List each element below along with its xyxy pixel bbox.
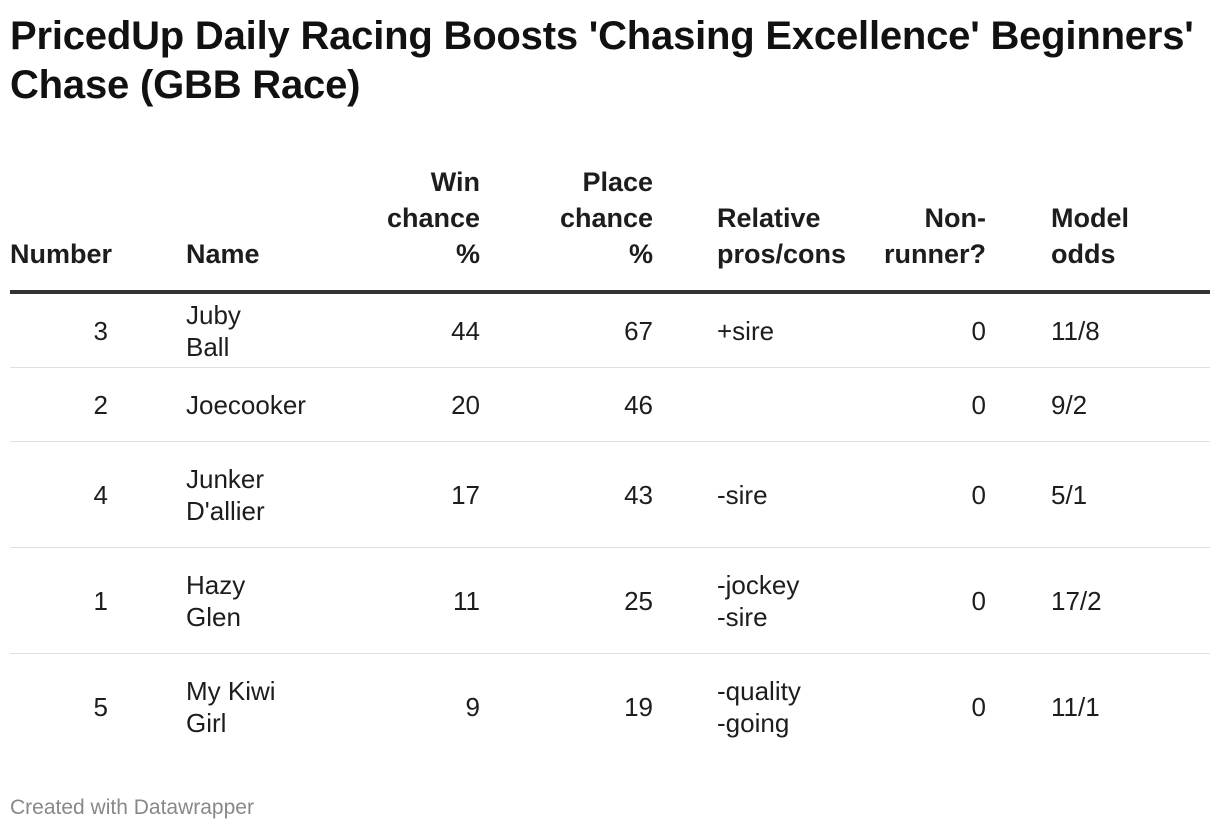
header-row: Number Name Win chance % Place chance % …	[10, 164, 1210, 294]
cell-win-chance: 44	[290, 292, 489, 368]
cell-pros-cons: -jockey -sire	[662, 547, 836, 654]
table-row: 1 Hazy Glen 11 25 -jockey -sire 0 17/2	[10, 547, 1210, 654]
cell-place-chance: 43	[489, 441, 662, 548]
header-number[interactable]: Number	[10, 164, 114, 294]
table-row: 2 Joecooker 20 46 0 9/2	[10, 367, 1210, 442]
page-title: PricedUp Daily Racing Boosts 'Chasing Ex…	[10, 14, 1194, 107]
cell-number: 5	[93, 691, 108, 722]
header-non-runner[interactable]: Non- runner?	[836, 164, 992, 294]
cell-place-chance: 19	[624, 691, 653, 722]
cell-non-runner: 0	[836, 367, 992, 442]
cell-pros-cons: -sire	[662, 441, 836, 548]
cell-name: Hazy Glen	[114, 547, 290, 654]
cell-name: Junker D'allier	[114, 441, 290, 548]
cell-place-chance: 25	[489, 547, 662, 654]
header-model-odds[interactable]: Model odds	[992, 164, 1210, 294]
cell-win-chance: 11	[290, 547, 489, 654]
cell-model-odds: 11/8	[992, 292, 1210, 368]
cell-non-runner: 0	[836, 547, 992, 654]
cell-non-runner: 0	[971, 691, 986, 722]
header-place-chance[interactable]: Place chance %	[489, 164, 662, 294]
table-row: 4 Junker D'allier 17 43 -sire 0 5/1	[10, 441, 1210, 548]
cell-pros-cons: -quality -going	[717, 675, 801, 738]
cell-model-odds: 9/2	[992, 367, 1210, 442]
table-row: 5 My Kiwi Girl 9 19 -quality -going 0 11…	[10, 654, 1210, 760]
cell-win-chance: 9	[465, 691, 480, 722]
cell-pros-cons: +sire	[662, 292, 836, 368]
cell-pros-cons	[662, 367, 836, 442]
cell-model-odds: 5/1	[992, 441, 1210, 548]
cell-number: 4	[10, 441, 114, 548]
cell-place-chance: 67	[489, 292, 662, 368]
cell-place-chance: 46	[489, 367, 662, 442]
cell-name: My Kiwi Girl	[186, 675, 276, 738]
cell-win-chance: 20	[290, 367, 489, 442]
cell-number: 2	[10, 367, 114, 442]
header-win-chance[interactable]: Win chance %	[290, 164, 489, 294]
odds-table: Number Name Win chance % Place chance % …	[10, 164, 1210, 759]
table-row: 3 Juby Ball 44 67 +sire 0 11/8	[10, 292, 1210, 368]
footer-credit[interactable]: Created with Datawrapper	[10, 796, 254, 819]
cell-name: Juby Ball	[114, 292, 290, 368]
cell-number: 3	[10, 292, 114, 368]
cell-non-runner: 0	[836, 292, 992, 368]
cell-model-odds: 17/2	[992, 547, 1210, 654]
cell-number: 1	[10, 547, 114, 654]
header-name[interactable]: Name	[114, 164, 290, 294]
cell-non-runner: 0	[836, 441, 992, 548]
header-pros-cons[interactable]: Relative pros/cons	[662, 164, 846, 294]
cell-name: Joecooker	[114, 367, 306, 442]
cell-model-odds: 11/1	[1051, 691, 1100, 722]
cell-win-chance: 17	[290, 441, 489, 548]
